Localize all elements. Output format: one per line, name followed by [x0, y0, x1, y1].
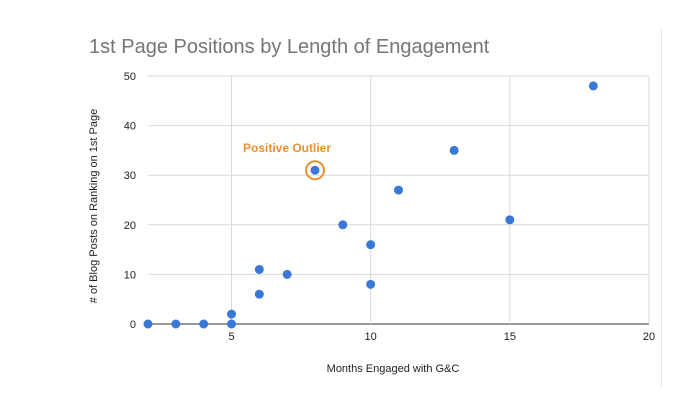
y-tick-label: 50 — [124, 71, 136, 83]
y-tick-label: 30 — [124, 170, 136, 182]
data-point — [366, 240, 376, 250]
y-tick-label: 10 — [124, 269, 136, 281]
grid-lines — [148, 75, 650, 325]
y-tick-label: 20 — [124, 220, 136, 232]
annotation-label: Positive Outlier — [243, 141, 331, 155]
data-point — [338, 220, 348, 230]
data-point — [282, 269, 292, 279]
data-point — [394, 185, 403, 195]
data-point — [199, 319, 209, 329]
annotation-group: Positive Outlier — [243, 141, 331, 181]
data-point — [171, 319, 181, 329]
data-points — [143, 81, 598, 329]
y-tick-label: 0 — [130, 319, 136, 331]
panel-edge-divider — [661, 28, 662, 388]
data-point — [505, 215, 515, 225]
data-point — [227, 309, 236, 319]
data-point — [366, 279, 376, 289]
x-axis-title: Months Engaged with G&C — [327, 363, 460, 375]
y-axis-title: # of Blog Posts on Ranking on 1st Page — [88, 109, 100, 303]
data-point — [143, 319, 153, 329]
data-point — [449, 145, 459, 155]
x-tick-label: 10 — [365, 331, 377, 343]
x-tick-label: 20 — [643, 331, 655, 343]
x-tick-label: 15 — [504, 331, 516, 343]
data-point — [254, 289, 264, 299]
data-point — [254, 264, 264, 274]
chart-title: 1st Page Positions by Length of Engageme… — [89, 36, 490, 58]
data-point — [588, 81, 598, 91]
data-point — [227, 319, 236, 329]
y-tick-label: 40 — [124, 121, 136, 133]
data-point — [310, 165, 320, 175]
tick-labels: 0 10 20 30 40 50 5 10 15 20 — [124, 71, 655, 343]
x-tick-label: 5 — [228, 331, 234, 343]
outlier-highlight-ring — [305, 160, 325, 181]
